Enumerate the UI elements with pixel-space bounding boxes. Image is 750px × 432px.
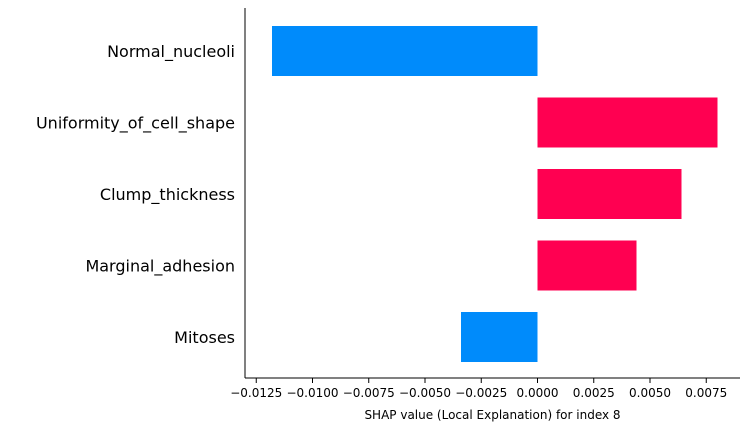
bar-mitoses [461,312,538,362]
y-label-normal-nucleoli: Normal_nucleoli [107,42,235,62]
x-tick-label: −0.0100 [286,386,338,400]
x-tick-label: 0.0000 [517,386,559,400]
x-axis-title: SHAP value (Local Explanation) for index… [364,408,620,422]
x-tick-label: 0.0050 [629,386,671,400]
bar-clump-thickness [537,169,682,219]
x-tick-label: −0.0025 [455,386,507,400]
y-labels-group: Normal_nucleoli Uniformity_of_cell_shape C… [36,42,235,347]
x-tick-label: 0.0025 [573,386,615,400]
x-tick-label: −0.0125 [230,386,282,400]
y-label-uniformity-of-cell-shape: Uniformity_of_cell_shape [36,114,235,134]
bar-marginal-adhesion [537,240,637,291]
x-tick-label: −0.0050 [399,386,451,400]
x-tick-label: 0.0075 [685,386,727,400]
x-tick-label: −0.0075 [343,386,395,400]
bars-group [272,26,718,362]
y-label-clump-thickness: Clump_thickness [100,185,235,205]
y-label-marginal-adhesion: Marginal_adhesion [85,257,235,277]
bar-normal-nucleoli [272,26,538,76]
bar-uniformity-of-cell-shape [537,97,718,148]
x-ticks-group: −0.0125 −0.0100 −0.0075 −0.0050 −0.0025 0.000… [230,378,727,400]
y-label-mitoses: Mitoses [174,328,235,347]
